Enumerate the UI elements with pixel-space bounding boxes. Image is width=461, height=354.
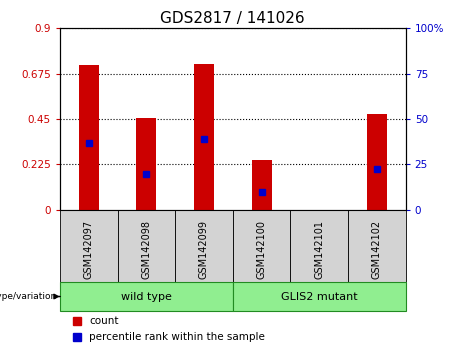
Text: percentile rank within the sample: percentile rank within the sample [89,332,265,342]
Text: wild type: wild type [121,291,172,302]
Text: GSM142098: GSM142098 [142,220,151,279]
Bar [60,282,233,310]
Bar [194,64,214,210]
Text: genotype/variation: genotype/variation [0,292,57,301]
Bar [233,210,290,282]
Bar [118,210,175,282]
Bar [290,210,348,282]
Bar [60,210,118,282]
Text: GSM142102: GSM142102 [372,219,382,279]
Bar [136,118,156,210]
Bar [252,160,272,210]
Bar [348,210,406,282]
Text: GLIS2 mutant: GLIS2 mutant [281,291,358,302]
Bar [79,65,99,210]
Bar [233,282,406,310]
Text: GSM142099: GSM142099 [199,220,209,279]
Bar [175,210,233,282]
Text: GSM142101: GSM142101 [314,220,324,279]
Text: GSM142097: GSM142097 [84,219,94,279]
Title: GDS2817 / 141026: GDS2817 / 141026 [160,11,305,26]
Text: GSM142100: GSM142100 [257,220,266,279]
Text: count: count [89,316,119,326]
Bar [367,114,387,210]
